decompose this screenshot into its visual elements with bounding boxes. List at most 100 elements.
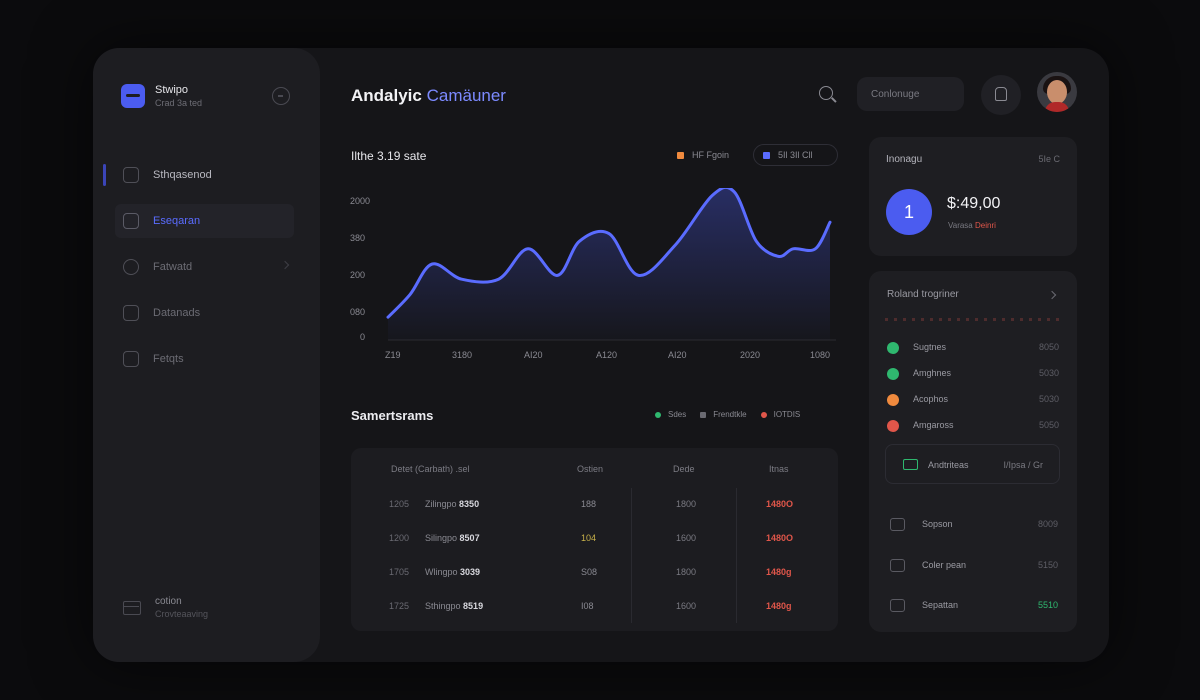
- summary-item[interactable]: Sopson 8009: [890, 517, 1058, 533]
- app-window: Stwipo Crad 3a ted Sthqasenod Eseqaran F…: [93, 48, 1109, 662]
- row-name: Wlingpo 3039: [425, 567, 480, 577]
- legend-label: IOTDIS: [773, 410, 801, 419]
- status-dot-icon: [887, 394, 899, 406]
- legend-swatch-blue: [763, 151, 770, 159]
- status-dot-icon: [887, 420, 899, 432]
- card-icon: [890, 599, 905, 612]
- chart-legend-item-1[interactable]: HF Fgoin: [677, 150, 729, 160]
- sidebar-item-label: Eseqaran: [153, 215, 201, 227]
- x-tick: A120: [596, 350, 617, 360]
- balance-label: Inonagu: [886, 154, 923, 165]
- y-tick: 080: [350, 307, 365, 317]
- brand-name: Stwipo: [155, 84, 189, 96]
- column-header[interactable]: Detet (Carbath) .sel: [391, 464, 470, 474]
- balance-badge: 1: [886, 189, 932, 235]
- line-chart: 2000 380 200 080 0 Z19 3180 AI20 A120 AI…: [350, 188, 836, 360]
- summary-row[interactable]: Sugtnes 8050: [887, 340, 1059, 356]
- avatar-shirt: [1045, 102, 1069, 112]
- notifications-button[interactable]: [981, 75, 1021, 115]
- status-dot-icon: [887, 368, 899, 380]
- sidebar-nav: Sthqasenod Eseqaran Fatwatd Datanads Fet…: [93, 158, 320, 388]
- summary-row-label: Sugtnes: [913, 342, 947, 352]
- sidebar-footer[interactable]: cotion Crovteaaving: [123, 596, 208, 619]
- y-axis-ticks: 2000 380 200 080 0: [350, 196, 370, 342]
- chevron-right-icon[interactable]: [1047, 290, 1057, 300]
- legend-label: HF Fgoin: [692, 150, 730, 160]
- balance-amount: $:49,00: [947, 195, 1001, 212]
- legend-label: Frendtkle: [713, 410, 747, 419]
- row-status: I08: [581, 601, 594, 611]
- row-name: Sthingpo 8519: [425, 601, 483, 611]
- sidebar-item-label: Fetqts: [153, 353, 184, 365]
- table-legend-item[interactable]: IOTDIS: [760, 410, 801, 419]
- chevron-right-icon: [280, 260, 290, 270]
- sidebar-item-3[interactable]: Fatwatd: [93, 250, 320, 284]
- table-row[interactable]: 1705 Wlingpo 3039 S08 1800 1480g: [351, 555, 838, 589]
- summary-title: Roland trogriner: [887, 289, 959, 300]
- card-icon: [123, 600, 141, 615]
- summary-row-label: Amgaross: [913, 420, 954, 430]
- series-line[interactable]: [386, 188, 832, 319]
- chart-legend-item-2[interactable]: 5Il 3Il Cll: [753, 144, 838, 166]
- image-icon: [123, 351, 139, 367]
- summary-item[interactable]: Sepattan 5510: [890, 598, 1058, 614]
- x-axis-ticks: Z19 3180 AI20 A120 AI20 2020 1080: [385, 350, 830, 360]
- row-code: 8507: [459, 533, 480, 543]
- table-legend-item[interactable]: Sdes: [655, 410, 686, 419]
- row-code: 8519: [463, 601, 484, 611]
- summary-row-value: 5030: [1038, 394, 1059, 404]
- column-header[interactable]: Ostien: [577, 464, 604, 474]
- y-tick: 200: [350, 270, 365, 280]
- legend-square-gray: [700, 411, 707, 418]
- collapse-sidebar-icon[interactable]: [272, 87, 290, 105]
- summary-row-value: 5050: [1038, 420, 1059, 430]
- wallet-logo-icon: [121, 84, 145, 108]
- summary-item-label: Sopson: [922, 519, 953, 529]
- sidebar-item-1[interactable]: Sthqasenod: [93, 158, 320, 192]
- sidebar-item-4[interactable]: Datanads: [93, 296, 320, 330]
- row-id: 1205: [389, 499, 410, 509]
- row-date: 1800: [676, 567, 697, 577]
- summary-row[interactable]: Acophos 5030: [887, 392, 1059, 408]
- status-dot-icon: [887, 342, 899, 354]
- x-tick: Z19: [385, 350, 401, 360]
- sidebar-item-2[interactable]: Eseqaran: [115, 204, 294, 238]
- x-tick: 3180: [452, 350, 472, 360]
- column-header[interactable]: Itnas: [769, 464, 789, 474]
- legend-label: 5Il 3Il Cll: [778, 150, 813, 160]
- table-row[interactable]: 1725 Sthingpo 8519 I08 1600 1480g: [351, 589, 838, 623]
- summary-item-value: 5150: [1037, 560, 1058, 570]
- column-header[interactable]: Dede: [673, 464, 695, 474]
- calendar-label: Andtriteas: [928, 460, 969, 470]
- section-title: Samertsrams: [351, 408, 434, 423]
- row-name: Zilingpo 8350: [425, 499, 479, 509]
- search-icon[interactable]: [819, 86, 833, 100]
- document-icon: [890, 559, 905, 572]
- sidebar-item-label: Sthqasenod: [153, 169, 212, 181]
- y-tick: 0: [360, 332, 365, 342]
- header-select[interactable]: Conlonuge: [857, 77, 964, 111]
- row-name-text: Sthingpo: [425, 601, 461, 611]
- balance-card[interactable]: Inonagu 5Ie C 1 $:49,00 Varasa Deinri: [869, 137, 1077, 256]
- calendar-value: I/Ipsa / Gr: [1003, 460, 1043, 470]
- brand[interactable]: Stwipo Crad 3a ted: [121, 84, 202, 108]
- y-tick: 380: [350, 233, 365, 243]
- lock-icon: [123, 213, 139, 229]
- summary-item-value: 8009: [1037, 519, 1058, 529]
- sidebar-item-5[interactable]: Fetqts: [93, 342, 320, 376]
- calendar-button[interactable]: Andtriteas I/Ipsa / Gr: [885, 444, 1060, 484]
- column-divider: [631, 488, 632, 623]
- table-row[interactable]: 1200 Silingpo 8507 104 1600 1480O: [351, 521, 838, 555]
- avatar[interactable]: [1037, 72, 1077, 112]
- x-tick: AI20: [668, 350, 687, 360]
- summary-row[interactable]: Amghnes 5030: [887, 366, 1059, 382]
- column-divider: [736, 488, 737, 623]
- row-name-text: Wlingpo: [425, 567, 458, 577]
- summary-item[interactable]: Coler pean 5150: [890, 558, 1058, 574]
- table-row[interactable]: 1205 Zilingpo 8350 188 1800 1480O: [351, 487, 838, 521]
- row-amount: 1480g: [766, 567, 792, 577]
- summary-row[interactable]: Amgaross 5050: [887, 418, 1059, 434]
- x-tick: 2020: [740, 350, 760, 360]
- table-legend-item[interactable]: Frendtkle: [700, 410, 747, 419]
- calendar-icon: [903, 459, 918, 470]
